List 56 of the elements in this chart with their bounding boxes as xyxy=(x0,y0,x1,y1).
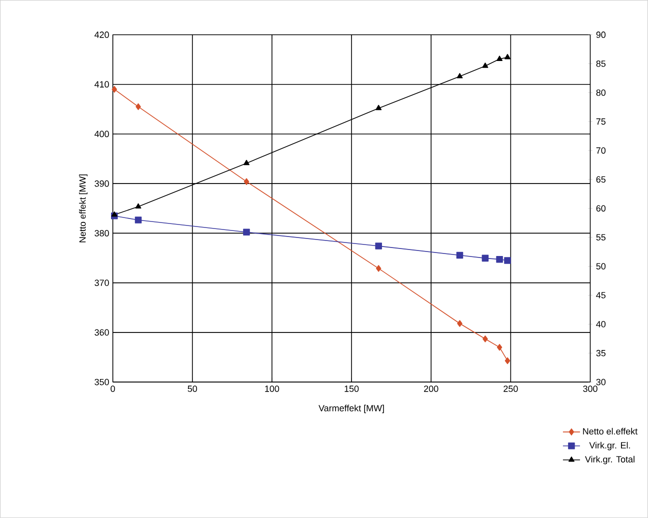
x-tick-label: 0 xyxy=(110,386,115,392)
y2-tick-label: 70 xyxy=(596,147,606,154)
point xyxy=(457,320,462,327)
point xyxy=(456,252,464,259)
point xyxy=(376,104,382,110)
y-tick-label: 410 xyxy=(94,81,109,88)
y2-tick-label: 45 xyxy=(596,292,606,298)
point xyxy=(504,357,510,364)
point xyxy=(134,216,142,224)
y2-tick-label: 60 xyxy=(596,205,606,212)
point xyxy=(376,265,382,272)
x-tick-label: 250 xyxy=(504,386,518,392)
legend-label: Netto el.effekt xyxy=(583,428,638,435)
y2-tick-label: 35 xyxy=(596,350,606,356)
y2-tick-label: 75 xyxy=(596,118,606,125)
y-tick-label: 390 xyxy=(94,180,109,187)
y-tick-label: 380 xyxy=(94,230,109,236)
y-tick-label: 420 xyxy=(94,32,109,38)
point xyxy=(243,228,250,236)
point xyxy=(112,86,118,93)
point xyxy=(496,256,503,263)
x-tick-label: 200 xyxy=(424,386,438,392)
point xyxy=(244,178,250,186)
x-tick-label: 150 xyxy=(344,386,359,392)
point xyxy=(135,203,142,209)
y2-tick-label: 30 xyxy=(596,378,606,386)
legend-label: Virk.gr. Total xyxy=(585,456,634,464)
y2-tick-label: 85 xyxy=(596,60,606,67)
point xyxy=(456,73,463,78)
y-tick-label: 370 xyxy=(94,280,109,286)
y-tick-label: 400 xyxy=(94,130,109,138)
point xyxy=(482,336,488,342)
point xyxy=(244,160,250,166)
x-tick-label: 300 xyxy=(583,386,598,392)
y-axis-title: Netto effekt [MW] xyxy=(79,174,88,242)
point xyxy=(375,242,382,250)
point xyxy=(504,54,510,60)
point xyxy=(496,344,502,351)
point xyxy=(482,62,488,68)
y-tick-label: 350 xyxy=(94,378,109,386)
point xyxy=(136,103,141,110)
y2-tick-label: 65 xyxy=(596,176,606,183)
legend-label: Virk.gr. El. xyxy=(589,442,630,450)
point xyxy=(482,254,489,262)
y2-tick-label: 55 xyxy=(596,234,606,241)
y-tick-label: 360 xyxy=(94,329,109,336)
y2-tick-label: 50 xyxy=(596,263,606,270)
x-tick-label: 100 xyxy=(265,386,280,392)
x-tick-label: 50 xyxy=(188,386,198,392)
x-axis-title: Varmeffekt [MW] xyxy=(318,404,384,414)
y2-tick-label: 40 xyxy=(596,321,606,328)
point xyxy=(504,257,511,264)
point xyxy=(496,56,503,62)
y2-tick-label: 90 xyxy=(596,32,606,38)
y2-tick-label: 80 xyxy=(596,90,606,96)
point xyxy=(111,211,118,217)
